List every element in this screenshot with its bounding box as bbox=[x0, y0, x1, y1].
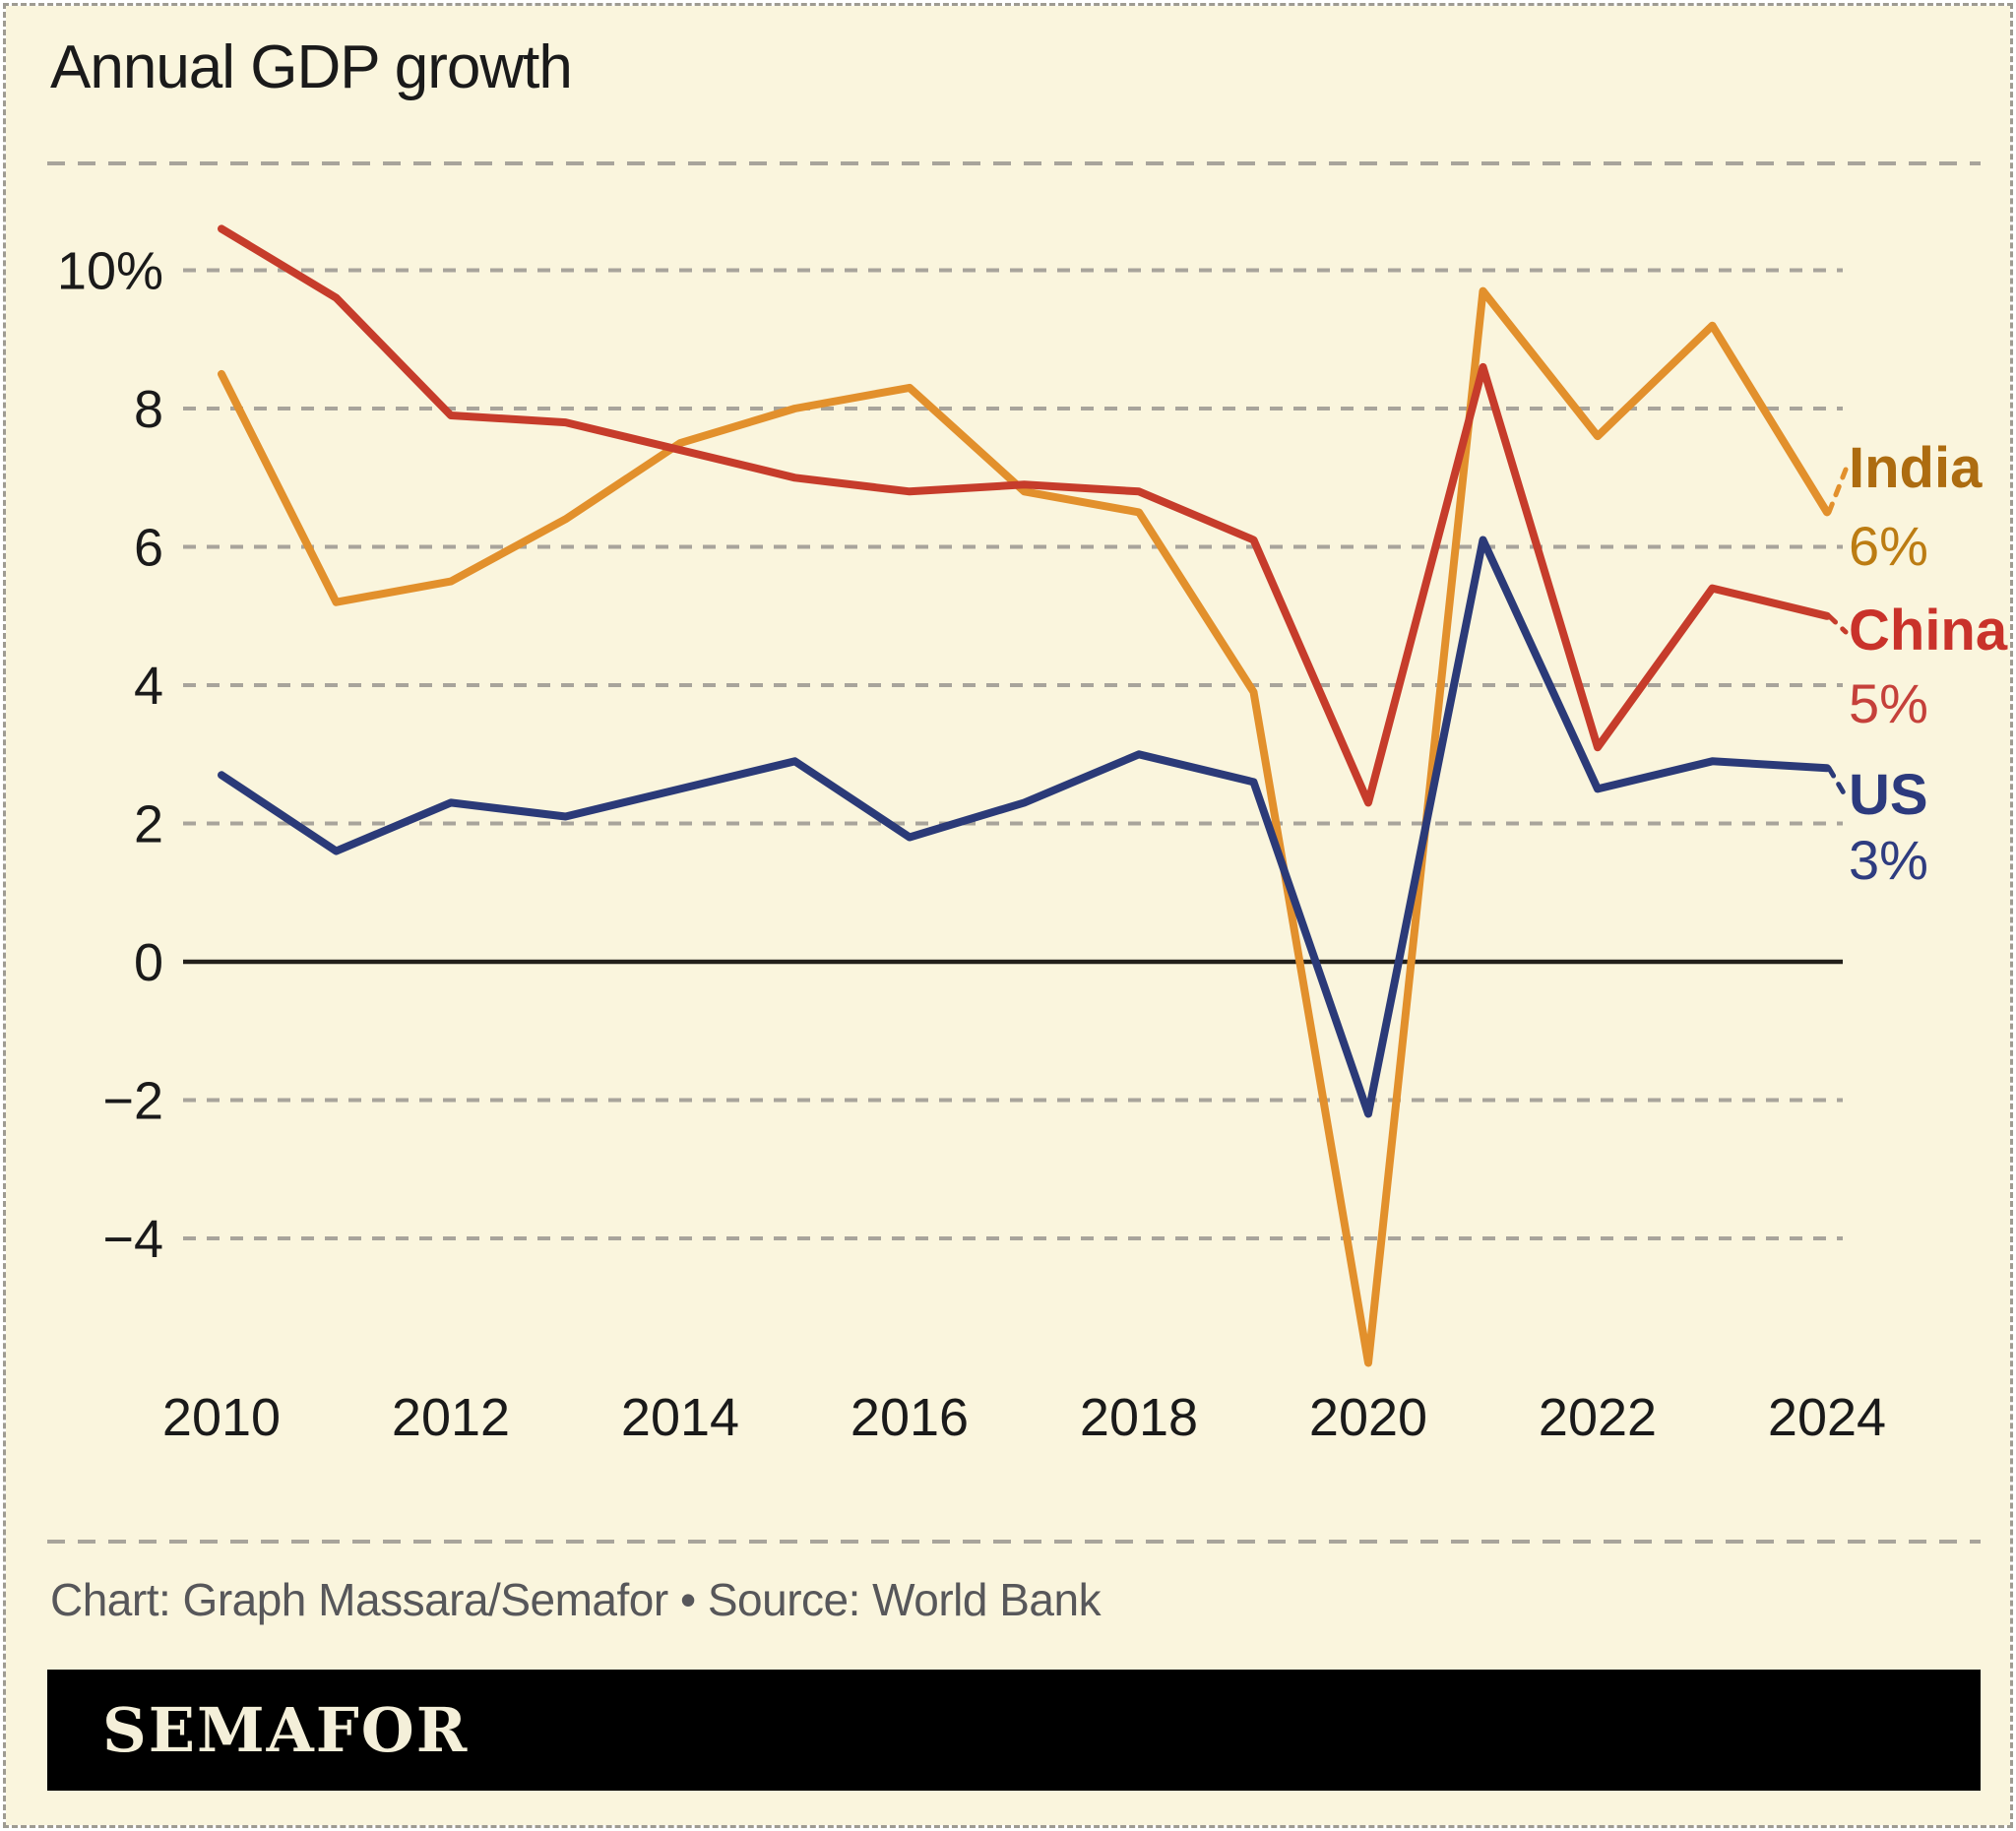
series-value-china: 5% bbox=[1849, 672, 1928, 734]
x-tick-label: 2024 bbox=[1768, 1388, 1886, 1447]
series-label-china: China bbox=[1849, 599, 2008, 663]
x-tick-label: 2020 bbox=[1309, 1388, 1427, 1447]
top-separator bbox=[47, 161, 1981, 165]
series-value-us: 3% bbox=[1849, 829, 1928, 891]
credit-line: Chart: Graph Massara/Semafor • Source: W… bbox=[50, 1574, 1102, 1625]
line-india bbox=[218, 286, 1831, 1367]
chart-card: Annual GDP growth 10% 8 6 4 2 0 −2 −4 2010 2012 20… bbox=[3, 3, 2013, 1828]
brand-bar: SEMAFOR bbox=[47, 1670, 1981, 1791]
x-tick-label: 2014 bbox=[621, 1388, 739, 1447]
x-tick-label: 2022 bbox=[1539, 1388, 1657, 1447]
series-label-india: India bbox=[1849, 436, 1983, 500]
gdp-line-chart: 10% 8 6 4 2 0 −2 −4 2010 2012 2014 2016 2018 2020 2022… bbox=[57, 224, 1886, 1447]
bottom-separator bbox=[47, 1540, 1981, 1544]
line-us bbox=[218, 536, 1831, 1118]
x-tick-label: 2016 bbox=[850, 1388, 969, 1447]
y-tick-label: 8 bbox=[134, 380, 163, 439]
x-tick-label: 2012 bbox=[392, 1388, 510, 1447]
series-label-us: US bbox=[1849, 763, 1928, 827]
page-title: Annual GDP growth bbox=[50, 33, 573, 101]
line-china bbox=[218, 224, 1831, 807]
series-value-india: 6% bbox=[1849, 515, 1928, 577]
y-tick-label: 2 bbox=[134, 795, 163, 854]
y-tick-label: 4 bbox=[134, 657, 163, 716]
label-connector-india bbox=[1826, 467, 1849, 515]
label-connector-china bbox=[1826, 613, 1849, 635]
x-tick-label: 2010 bbox=[162, 1388, 281, 1447]
y-tick-label: −4 bbox=[102, 1210, 163, 1269]
y-tick-label: 6 bbox=[134, 519, 163, 578]
label-connector-us bbox=[1826, 765, 1849, 799]
y-tick-label: −2 bbox=[102, 1072, 163, 1131]
y-tick-label: 10% bbox=[57, 242, 163, 301]
y-tick-label: 0 bbox=[134, 933, 163, 992]
x-tick-label: 2018 bbox=[1080, 1388, 1198, 1447]
brand-wordmark: SEMAFOR bbox=[102, 1693, 470, 1766]
